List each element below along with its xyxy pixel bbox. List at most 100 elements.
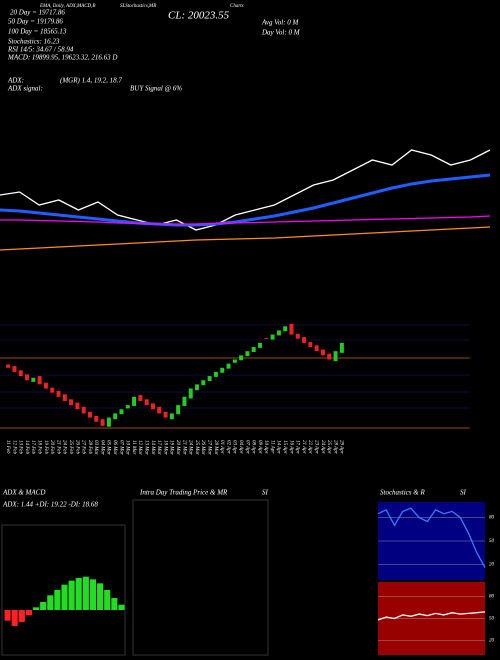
candle-body — [132, 396, 137, 406]
candle-body — [201, 380, 206, 386]
bar — [54, 590, 61, 610]
x-tick-label: 06 Mar — [112, 440, 117, 455]
x-tick-label: 19 Feb — [43, 440, 48, 455]
x-tick-label: 12 Mar — [137, 440, 142, 455]
series-line — [377, 611, 486, 621]
candle-body — [320, 349, 325, 356]
annotation: ADX: — [7, 77, 24, 85]
bar — [4, 610, 11, 621]
candle-body — [150, 403, 155, 410]
bar — [75, 578, 82, 610]
candle-body — [327, 353, 332, 360]
x-tick-label: 15 Apr — [282, 440, 287, 454]
bar — [11, 610, 18, 626]
x-tick-label: 25 Mar — [194, 440, 199, 455]
bar — [32, 607, 40, 610]
x-tick-label: 24 Apr — [320, 440, 325, 454]
intraday-frame — [132, 499, 269, 656]
x-tick-label: 28 Feb — [87, 440, 92, 455]
x-tick-label: 14 Mar — [150, 440, 155, 455]
x-tick-label: 26 Feb — [74, 440, 79, 455]
x-tick-label: 11 Apr — [269, 440, 274, 453]
x-tick-label: 24 Feb — [62, 440, 67, 455]
panel-subtitle: SI — [262, 489, 269, 497]
candle-body — [182, 396, 187, 406]
x-tick-label: 14 Feb — [24, 440, 29, 455]
annotation: CL: 20023.55 — [168, 10, 230, 22]
candle-body — [106, 417, 111, 427]
x-tick-label: 10 Apr — [263, 440, 268, 454]
candle-body — [88, 411, 92, 418]
candle-body — [339, 342, 344, 353]
annotation: EMA, Daily, ADX,MACD,B — [39, 4, 95, 9]
candle-body — [283, 326, 288, 332]
panel-title: ADX & MACD — [2, 489, 45, 497]
adx-frame — [1, 524, 126, 656]
bar — [18, 610, 25, 622]
x-tick-label: 05 Mar — [106, 440, 111, 455]
candle-body — [157, 406, 162, 414]
x-tick-label: 03 Mar — [93, 440, 98, 455]
annotation: (MGR) 1.4, 19.2, 18.7 — [60, 77, 122, 85]
candle-body — [239, 355, 244, 361]
candle-body — [163, 411, 168, 418]
annotation: Charts — [230, 4, 244, 9]
candle-body — [169, 413, 174, 420]
bar — [82, 576, 89, 610]
candle-body — [207, 376, 212, 382]
x-tick-label: 23 Apr — [314, 440, 319, 454]
panel-subtitle: SI — [460, 489, 467, 497]
candle-body — [289, 323, 294, 335]
series-line — [0, 215, 491, 225]
bar — [40, 602, 47, 610]
x-tick-label: 16 Apr — [288, 440, 293, 454]
x-tick-label: 27 Mar — [206, 440, 211, 455]
price-grid — [0, 324, 470, 429]
x-tick-label: 28 Apr — [332, 440, 337, 454]
candle-body — [333, 351, 338, 362]
x-tick-label: 25 Feb — [68, 440, 73, 455]
x-tick-label: 11 Mar — [131, 440, 136, 455]
x-tick-label: 18 Feb — [36, 440, 41, 455]
candle-body — [69, 399, 74, 406]
x-tick-label: 11 Feb — [5, 440, 10, 454]
candle-body — [226, 363, 231, 369]
bar — [111, 598, 118, 610]
annotation: SLStochastics,MR — [120, 4, 156, 9]
x-tick-label: 07 Mar — [118, 440, 123, 455]
candle-body — [113, 413, 118, 420]
y-tick-label: 20 — [489, 563, 495, 568]
x-tick-label: 19 Mar — [169, 440, 174, 455]
x-tick-label: 02 Apr — [225, 440, 230, 454]
annotation: RSI 14/5: 34.67 / 58.94 — [7, 46, 74, 54]
bar — [104, 590, 111, 610]
x-tick-label: 13 Feb — [18, 440, 23, 455]
candle-body — [37, 376, 42, 385]
annotation: 20 Day = 19717.86 — [10, 9, 65, 17]
candle-body — [314, 345, 319, 352]
panel-subtitle: ADX: 1.44 +DI: 19.22 -DI: 18.68 — [2, 501, 98, 509]
candle-body — [50, 387, 55, 393]
x-tick-label: 17 Feb — [30, 440, 35, 455]
x-tick-label: 04 Apr — [238, 440, 243, 454]
y-tick-label: 80 — [489, 516, 495, 521]
x-tick-label: 28 Mar — [213, 440, 218, 455]
x-tick-label: 18 Mar — [162, 440, 167, 455]
series-line — [377, 507, 486, 568]
x-tick-label: 26 Mar — [200, 440, 205, 455]
x-tick-label: 27 Feb — [81, 440, 86, 455]
candle-body — [308, 342, 313, 348]
candle-body — [62, 394, 67, 401]
annotation: BUY Signal @ 6% — [130, 85, 182, 93]
panel-title: Intra Day Trading Price & MR — [139, 489, 228, 497]
y-tick-label: 20 — [489, 639, 495, 644]
annotation: Day Vol: 0 M — [261, 29, 301, 37]
candle-body — [213, 371, 218, 377]
y-tick-label: 80 — [489, 595, 495, 600]
x-tick-label: 13 Mar — [144, 440, 149, 455]
candle-body — [188, 388, 193, 399]
x-tick-label: 21 Mar — [181, 440, 186, 455]
bar — [68, 580, 75, 610]
x-tick-label: 29 Apr — [339, 440, 344, 454]
